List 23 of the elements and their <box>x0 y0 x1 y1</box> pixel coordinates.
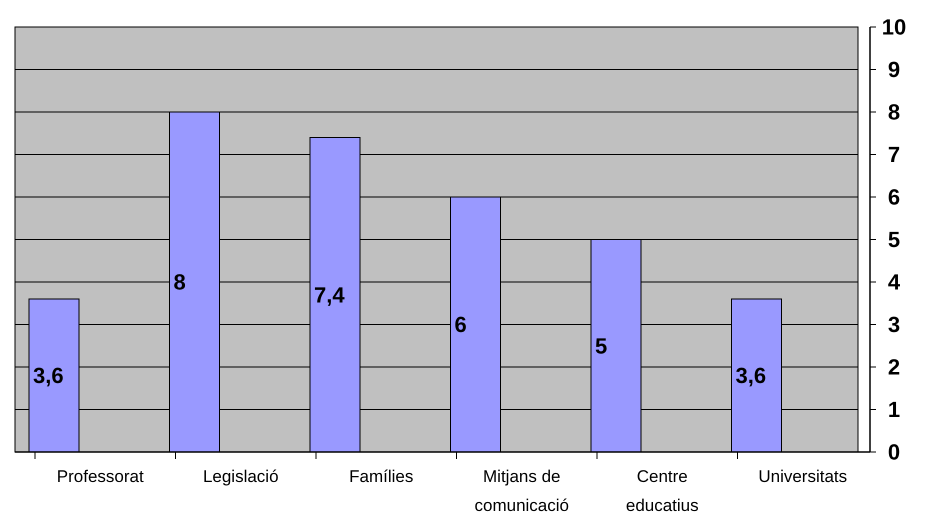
data-label: 6 <box>454 312 467 338</box>
data-label: 8 <box>174 270 186 295</box>
y-tick-label: 9 <box>888 57 900 82</box>
y-tick-label: 7 <box>888 142 900 168</box>
x-tick-label: Professorat <box>56 467 144 486</box>
x-tick-label: Universitats <box>758 467 848 486</box>
x-tick-label: Centre educatius <box>626 467 699 515</box>
y-tick-label: 0 <box>888 440 900 465</box>
y-tick-label: 5 <box>888 227 900 252</box>
y-tick-label: 1 <box>888 397 900 422</box>
y-tick-label: 2 <box>888 354 900 380</box>
y-tick-label: 6 <box>888 184 900 210</box>
x-tick-label: Mitjans de comunicació <box>474 467 569 515</box>
y-tick-label: 4 <box>888 270 901 295</box>
x-tick-label: Legislació <box>202 467 279 486</box>
x-tick-label: Famílies <box>349 467 414 486</box>
y-tick-label: 8 <box>888 100 900 125</box>
y-tick-label: 3 <box>888 312 900 338</box>
data-label: 3,6 <box>33 363 64 388</box>
data-label: 3,6 <box>736 363 766 388</box>
y-tick-label: 10 <box>882 14 906 40</box>
data-label: 7,4 <box>314 282 346 308</box>
data-label: 5 <box>595 333 608 358</box>
